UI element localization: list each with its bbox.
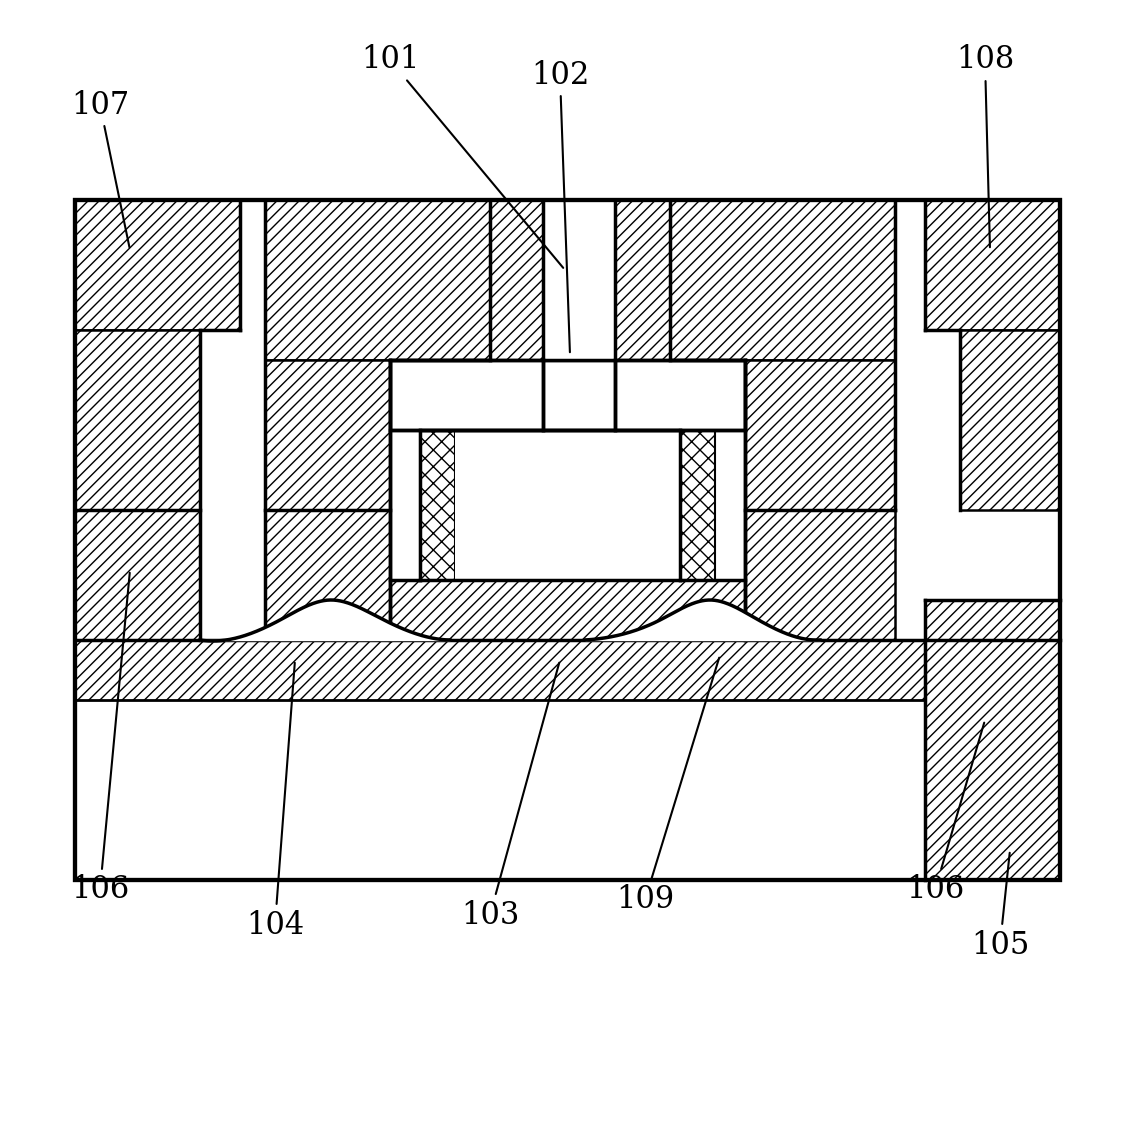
Bar [680, 431, 716, 580]
Bar [75, 200, 1060, 880]
Bar [75, 330, 200, 510]
Bar [266, 200, 490, 360]
Bar [745, 360, 896, 510]
Text: 105: 105 [971, 853, 1029, 960]
Bar [266, 510, 390, 640]
Bar [390, 360, 745, 431]
Bar [490, 200, 543, 360]
Bar [960, 330, 1060, 510]
Bar [925, 200, 1060, 330]
Text: 106: 106 [71, 573, 129, 905]
Text: 107: 107 [71, 89, 129, 247]
Bar [75, 699, 1060, 880]
Bar [390, 580, 745, 640]
Bar [75, 200, 1060, 880]
Text: 104: 104 [246, 663, 304, 940]
Bar [75, 200, 240, 330]
Bar [420, 431, 454, 580]
Text: 108: 108 [956, 44, 1014, 247]
Bar [390, 431, 745, 580]
Bar [670, 200, 896, 360]
Bar [75, 200, 1060, 880]
Text: 109: 109 [616, 658, 719, 915]
Bar [925, 600, 1060, 880]
Bar [455, 431, 680, 580]
Bar [745, 510, 896, 640]
Text: 103: 103 [461, 662, 559, 930]
Bar [266, 360, 390, 510]
Bar [615, 200, 670, 360]
Text: 101: 101 [361, 44, 564, 268]
Bar [75, 510, 200, 640]
Text: 102: 102 [531, 60, 590, 353]
Bar [75, 640, 1060, 699]
Bar [543, 200, 615, 360]
Text: 106: 106 [906, 723, 984, 905]
